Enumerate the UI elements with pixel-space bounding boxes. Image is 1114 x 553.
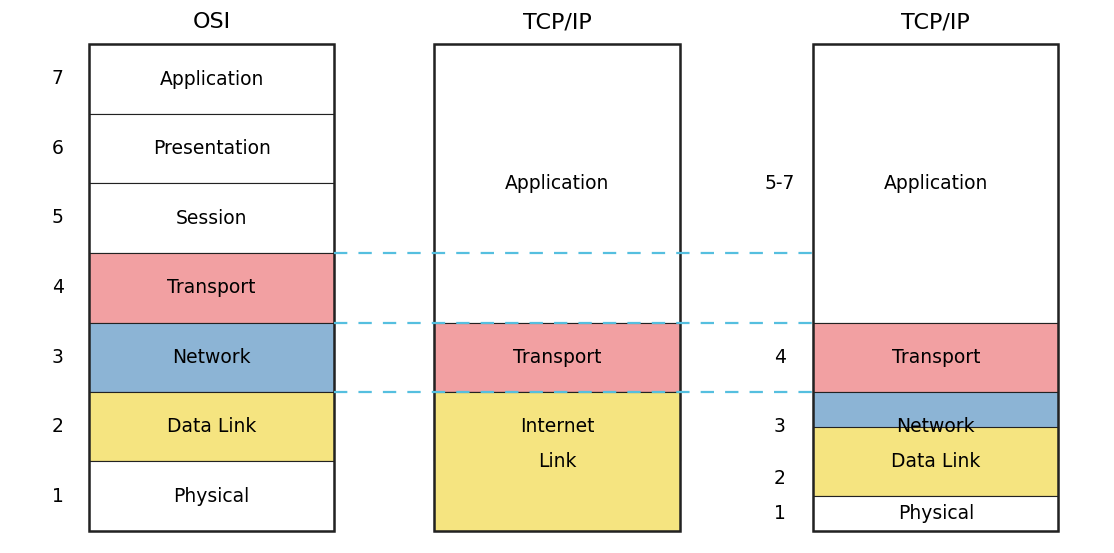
Text: 3: 3: [52, 348, 63, 367]
Text: 5: 5: [52, 208, 63, 227]
Bar: [813, 427, 1058, 497]
Bar: [813, 392, 1058, 461]
Text: 6: 6: [52, 139, 63, 158]
Bar: [89, 114, 334, 184]
Bar: [434, 322, 680, 392]
Text: OSI: OSI: [193, 12, 231, 32]
Bar: [813, 44, 1058, 531]
Text: 1: 1: [52, 487, 63, 506]
Text: Presentation: Presentation: [153, 139, 271, 158]
Bar: [89, 253, 334, 322]
Text: Link: Link: [538, 452, 576, 471]
Bar: [89, 461, 334, 531]
Text: 2: 2: [774, 469, 785, 488]
Text: Transport: Transport: [512, 348, 602, 367]
Text: Physical: Physical: [174, 487, 250, 505]
Bar: [434, 392, 680, 531]
Bar: [89, 44, 334, 531]
Text: 7: 7: [52, 69, 63, 88]
Bar: [89, 322, 334, 392]
Bar: [89, 392, 334, 461]
Text: 3: 3: [774, 418, 785, 436]
Bar: [813, 44, 1058, 322]
Bar: [434, 44, 680, 322]
Bar: [813, 322, 1058, 392]
Text: Network: Network: [173, 348, 251, 367]
Text: Transport: Transport: [891, 348, 980, 367]
Text: Network: Network: [897, 417, 975, 436]
Bar: [813, 497, 1058, 531]
Bar: [89, 184, 334, 253]
Text: 2: 2: [52, 418, 63, 436]
Bar: [434, 44, 680, 531]
Text: 5-7: 5-7: [764, 174, 795, 193]
Text: 4: 4: [774, 348, 785, 367]
Text: Data Link: Data Link: [891, 452, 980, 471]
Text: Data Link: Data Link: [167, 417, 256, 436]
Text: Application: Application: [505, 174, 609, 193]
Text: 4: 4: [52, 278, 63, 297]
Text: Application: Application: [883, 174, 988, 193]
Text: 1: 1: [774, 504, 785, 523]
Text: Transport: Transport: [167, 278, 256, 298]
Bar: [89, 44, 334, 114]
Text: TCP/IP: TCP/IP: [901, 12, 970, 32]
Text: Internet: Internet: [520, 417, 594, 436]
Text: Session: Session: [176, 208, 247, 228]
Bar: [434, 392, 680, 461]
Text: Physical: Physical: [898, 504, 974, 523]
Text: Application: Application: [159, 70, 264, 88]
Text: TCP/IP: TCP/IP: [522, 12, 592, 32]
